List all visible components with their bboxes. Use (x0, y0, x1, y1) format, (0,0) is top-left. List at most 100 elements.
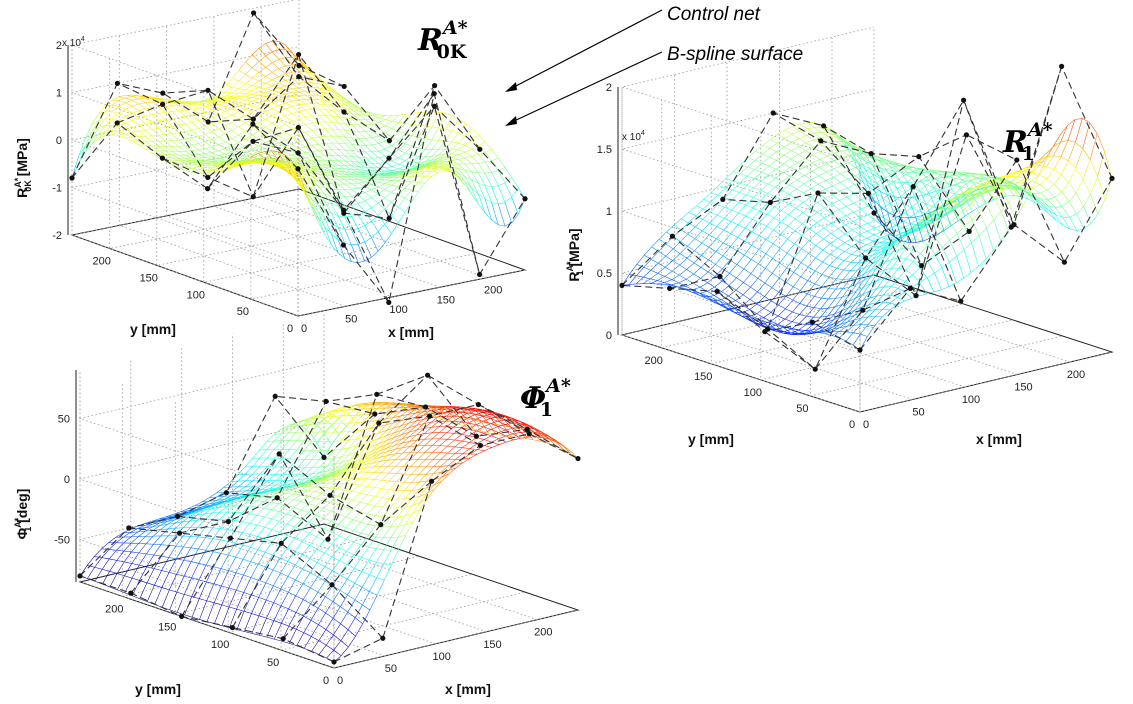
mesh-segment (821, 132, 829, 138)
mesh-segment (298, 82, 306, 88)
mesh-segment (737, 227, 746, 238)
mesh-segment (304, 160, 312, 165)
mesh-segment (325, 96, 333, 99)
mesh-segment (926, 187, 934, 195)
mesh-segment (431, 167, 439, 169)
mesh-segment (385, 166, 392, 168)
mesh-segment (769, 156, 777, 161)
x-tick-label: 200 (484, 285, 502, 297)
mesh-segment (345, 117, 353, 125)
mesh-segment (278, 123, 286, 128)
mesh-segment (880, 244, 888, 247)
mesh-segment (385, 128, 393, 134)
mesh-segment (810, 206, 818, 213)
mesh-segment (809, 212, 818, 218)
mesh-segment (245, 130, 253, 136)
mesh-segment (478, 134, 486, 142)
mesh-segment (238, 88, 246, 91)
mesh-segment (845, 340, 854, 346)
mesh-segment (965, 197, 973, 203)
mesh-segment (458, 163, 466, 171)
mesh-segment (185, 116, 193, 123)
mesh-segment (898, 258, 907, 269)
mesh-segment (862, 172, 870, 178)
mesh-segment (657, 273, 665, 277)
mesh-segment (265, 153, 272, 156)
mesh-segment (211, 139, 219, 145)
mesh-segment (871, 255, 880, 260)
mesh-segment (1089, 122, 1098, 134)
mesh-segment (198, 120, 206, 127)
mesh-segment (265, 131, 273, 136)
mesh-segment (218, 102, 226, 105)
mesh-segment (715, 251, 724, 257)
mesh-segment (285, 93, 293, 97)
mesh-segment (758, 263, 766, 269)
mesh-segment (285, 97, 293, 102)
mesh-segment (898, 247, 907, 259)
mesh-segment (484, 172, 492, 187)
mesh-segment (151, 141, 159, 147)
mesh-segment (317, 211, 325, 219)
mesh-segment (184, 169, 192, 173)
mesh-segment (941, 267, 950, 287)
mesh-segment (424, 168, 432, 172)
mesh-segment (861, 186, 870, 191)
mesh-segment (802, 223, 810, 229)
mesh-segment (438, 153, 446, 156)
mesh-segment (238, 155, 246, 159)
mesh-segment (786, 267, 794, 273)
mesh-segment (111, 96, 119, 101)
mesh-segment (118, 97, 126, 101)
mesh-segment (245, 105, 253, 110)
mesh-segment (934, 178, 942, 182)
mesh-segment (424, 176, 432, 184)
mesh-segment (271, 122, 279, 128)
mesh-segment (265, 40, 273, 44)
mesh-segment (783, 158, 791, 165)
mesh-segment (145, 130, 153, 136)
mesh-segment (777, 138, 785, 144)
mesh-segment (425, 162, 432, 166)
mesh-segment (798, 142, 807, 147)
mesh-segment (705, 295, 714, 303)
mesh-segment (892, 161, 900, 164)
mesh-segment (131, 103, 139, 107)
mesh-segment (345, 155, 352, 157)
mesh-segment (212, 101, 219, 104)
mesh-segment (1016, 177, 1024, 183)
grid-line (710, 115, 964, 365)
mesh-segment (325, 121, 333, 130)
mesh-segment (935, 171, 943, 178)
mesh-segment (278, 59, 286, 67)
grid-line (620, 150, 875, 289)
mesh-segment (211, 109, 219, 115)
mesh-segment (251, 100, 259, 104)
mesh-segment (955, 185, 963, 188)
mesh-segment (385, 153, 393, 157)
mesh-segment (178, 146, 186, 152)
mesh-segment (311, 165, 319, 170)
mesh-segment (798, 316, 807, 324)
mesh-segment (251, 108, 259, 113)
mesh-segment (278, 142, 286, 147)
mesh-segment (707, 271, 716, 277)
mesh-segment (245, 96, 253, 98)
mesh-segment (972, 196, 980, 203)
mesh-segment (145, 108, 153, 115)
mesh-segment (1025, 177, 1033, 181)
mesh-segment (731, 192, 740, 201)
mesh-segment (478, 163, 486, 174)
mesh-segment (1045, 147, 1053, 155)
mesh-segment (942, 240, 950, 248)
mesh-segment (1017, 177, 1026, 183)
mesh-segment (878, 251, 887, 257)
mesh-segment (766, 214, 775, 219)
mesh-segment (827, 306, 835, 309)
mesh-segment (729, 273, 737, 279)
mesh-segment (761, 156, 770, 164)
mesh-segment (813, 308, 822, 318)
mesh-segment (405, 113, 413, 115)
mesh-segment (805, 324, 814, 331)
x-tick-label: 0 (863, 419, 869, 431)
